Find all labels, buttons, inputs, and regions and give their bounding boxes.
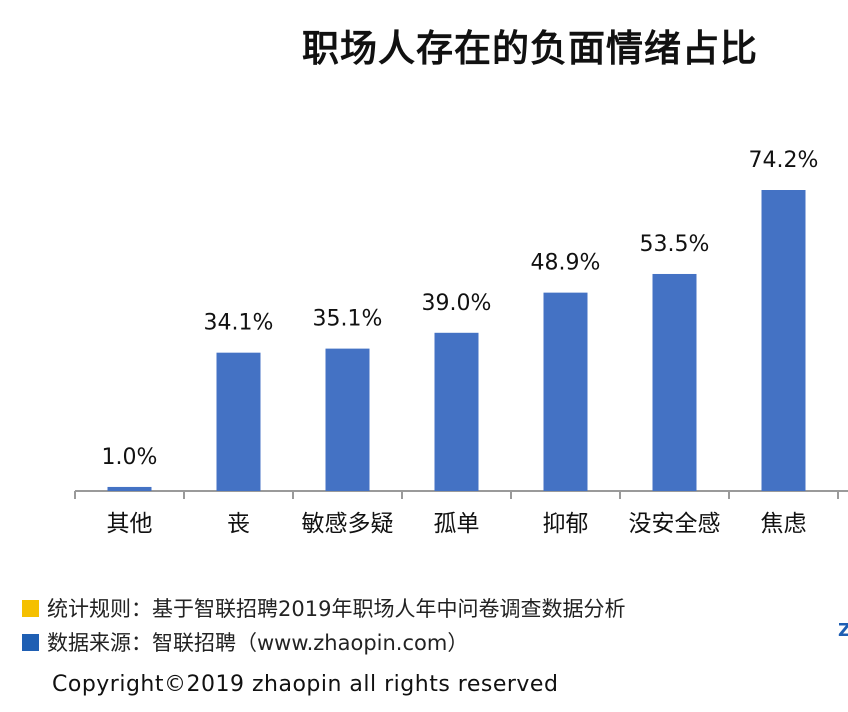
chart-title: 职场人存在的负面情绪占比 [302,27,758,70]
bar [325,348,370,491]
x-tick-label: 敏感多疑 [302,511,394,537]
bar [107,486,152,491]
data-label: 39.0% [422,291,492,316]
x-tick-label: 焦虑 [761,511,807,537]
x-tick-label: 其他 [107,511,153,537]
blue-square-icon [22,633,39,651]
data-label: 74.2% [749,148,819,173]
bar [434,332,479,491]
note-source-text: 数据来源：智联招聘（www.zhaopin.com） [47,631,469,655]
bar [216,352,261,491]
note-rule-text: 统计规则：基于智联招聘2019年职场人年中问卷调查数据分析 [47,597,626,621]
note-source: 数据来源：智联招聘（www.zhaopin.com） [22,628,468,656]
x-tick-label: 没安全感 [629,511,721,537]
x-tick-label: 抑郁 [543,511,589,537]
x-tick-label: 孤单 [434,511,480,537]
bar [543,292,588,491]
data-label: 35.1% [313,307,383,332]
note-rule: 统计规则：基于智联招聘2019年职场人年中问卷调查数据分析 [22,594,625,622]
bar [652,273,697,491]
logo-fragment: Z [838,622,848,640]
data-label: 53.5% [640,232,710,257]
data-label: 34.1% [204,311,274,336]
bar-chart: 1.0% 其他 34.1% 丧 35.1% 敏感多疑 39.0% 孤单 48.9% 抑郁 53.5%… [74,148,848,537]
data-label: 48.9% [531,251,601,276]
x-tick-label: 丧 [227,511,250,537]
copyright: Copyright©2019 zhaopin all rights reserv… [52,672,559,697]
data-label: 1.0% [102,445,158,470]
yellow-square-icon [22,599,39,617]
bar [761,190,806,491]
